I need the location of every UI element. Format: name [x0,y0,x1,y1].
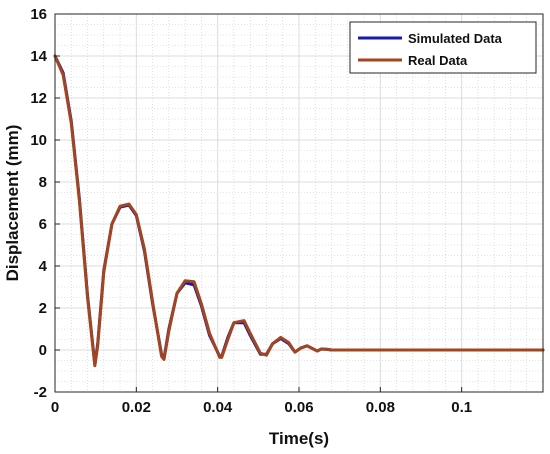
y-axis-title: Displacement (mm) [3,125,22,282]
y-tick-label: 2 [39,300,47,317]
y-tick-label: 6 [39,216,47,233]
y-tick-label: -2 [34,384,47,401]
legend-label-simulated-data: Simulated Data [408,31,503,46]
y-tick-label: 8 [39,174,47,191]
y-tick-label: 14 [30,48,47,65]
x-tick-label: 0.08 [366,399,395,416]
x-tick-label: 0.1 [451,399,472,416]
x-tick-label: 0 [51,399,59,416]
x-tick-label: 0.02 [122,399,151,416]
y-tick-label: 12 [30,90,47,107]
x-tick-label: 0.06 [284,399,313,416]
x-tick-label: 0.04 [203,399,233,416]
legend-box [349,21,537,74]
x-axis-title: Time(s) [269,429,329,448]
y-tick-label: 10 [30,132,47,149]
y-tick-label: 0 [39,342,47,359]
y-tick-label: 16 [30,6,47,23]
series-layer [53,54,545,368]
series-line-real-data [53,54,545,368]
legend-label-real-data: Real Data [408,53,468,68]
x-axis-ticks: 0 0.02 0.04 0.06 0.08 0.1 [51,387,472,416]
y-tick-label: 4 [39,258,48,275]
legend: Simulated Data Real Data [349,21,537,74]
y-axis-ticks: -2 0 2 4 6 8 10 12 14 16 [30,6,60,401]
